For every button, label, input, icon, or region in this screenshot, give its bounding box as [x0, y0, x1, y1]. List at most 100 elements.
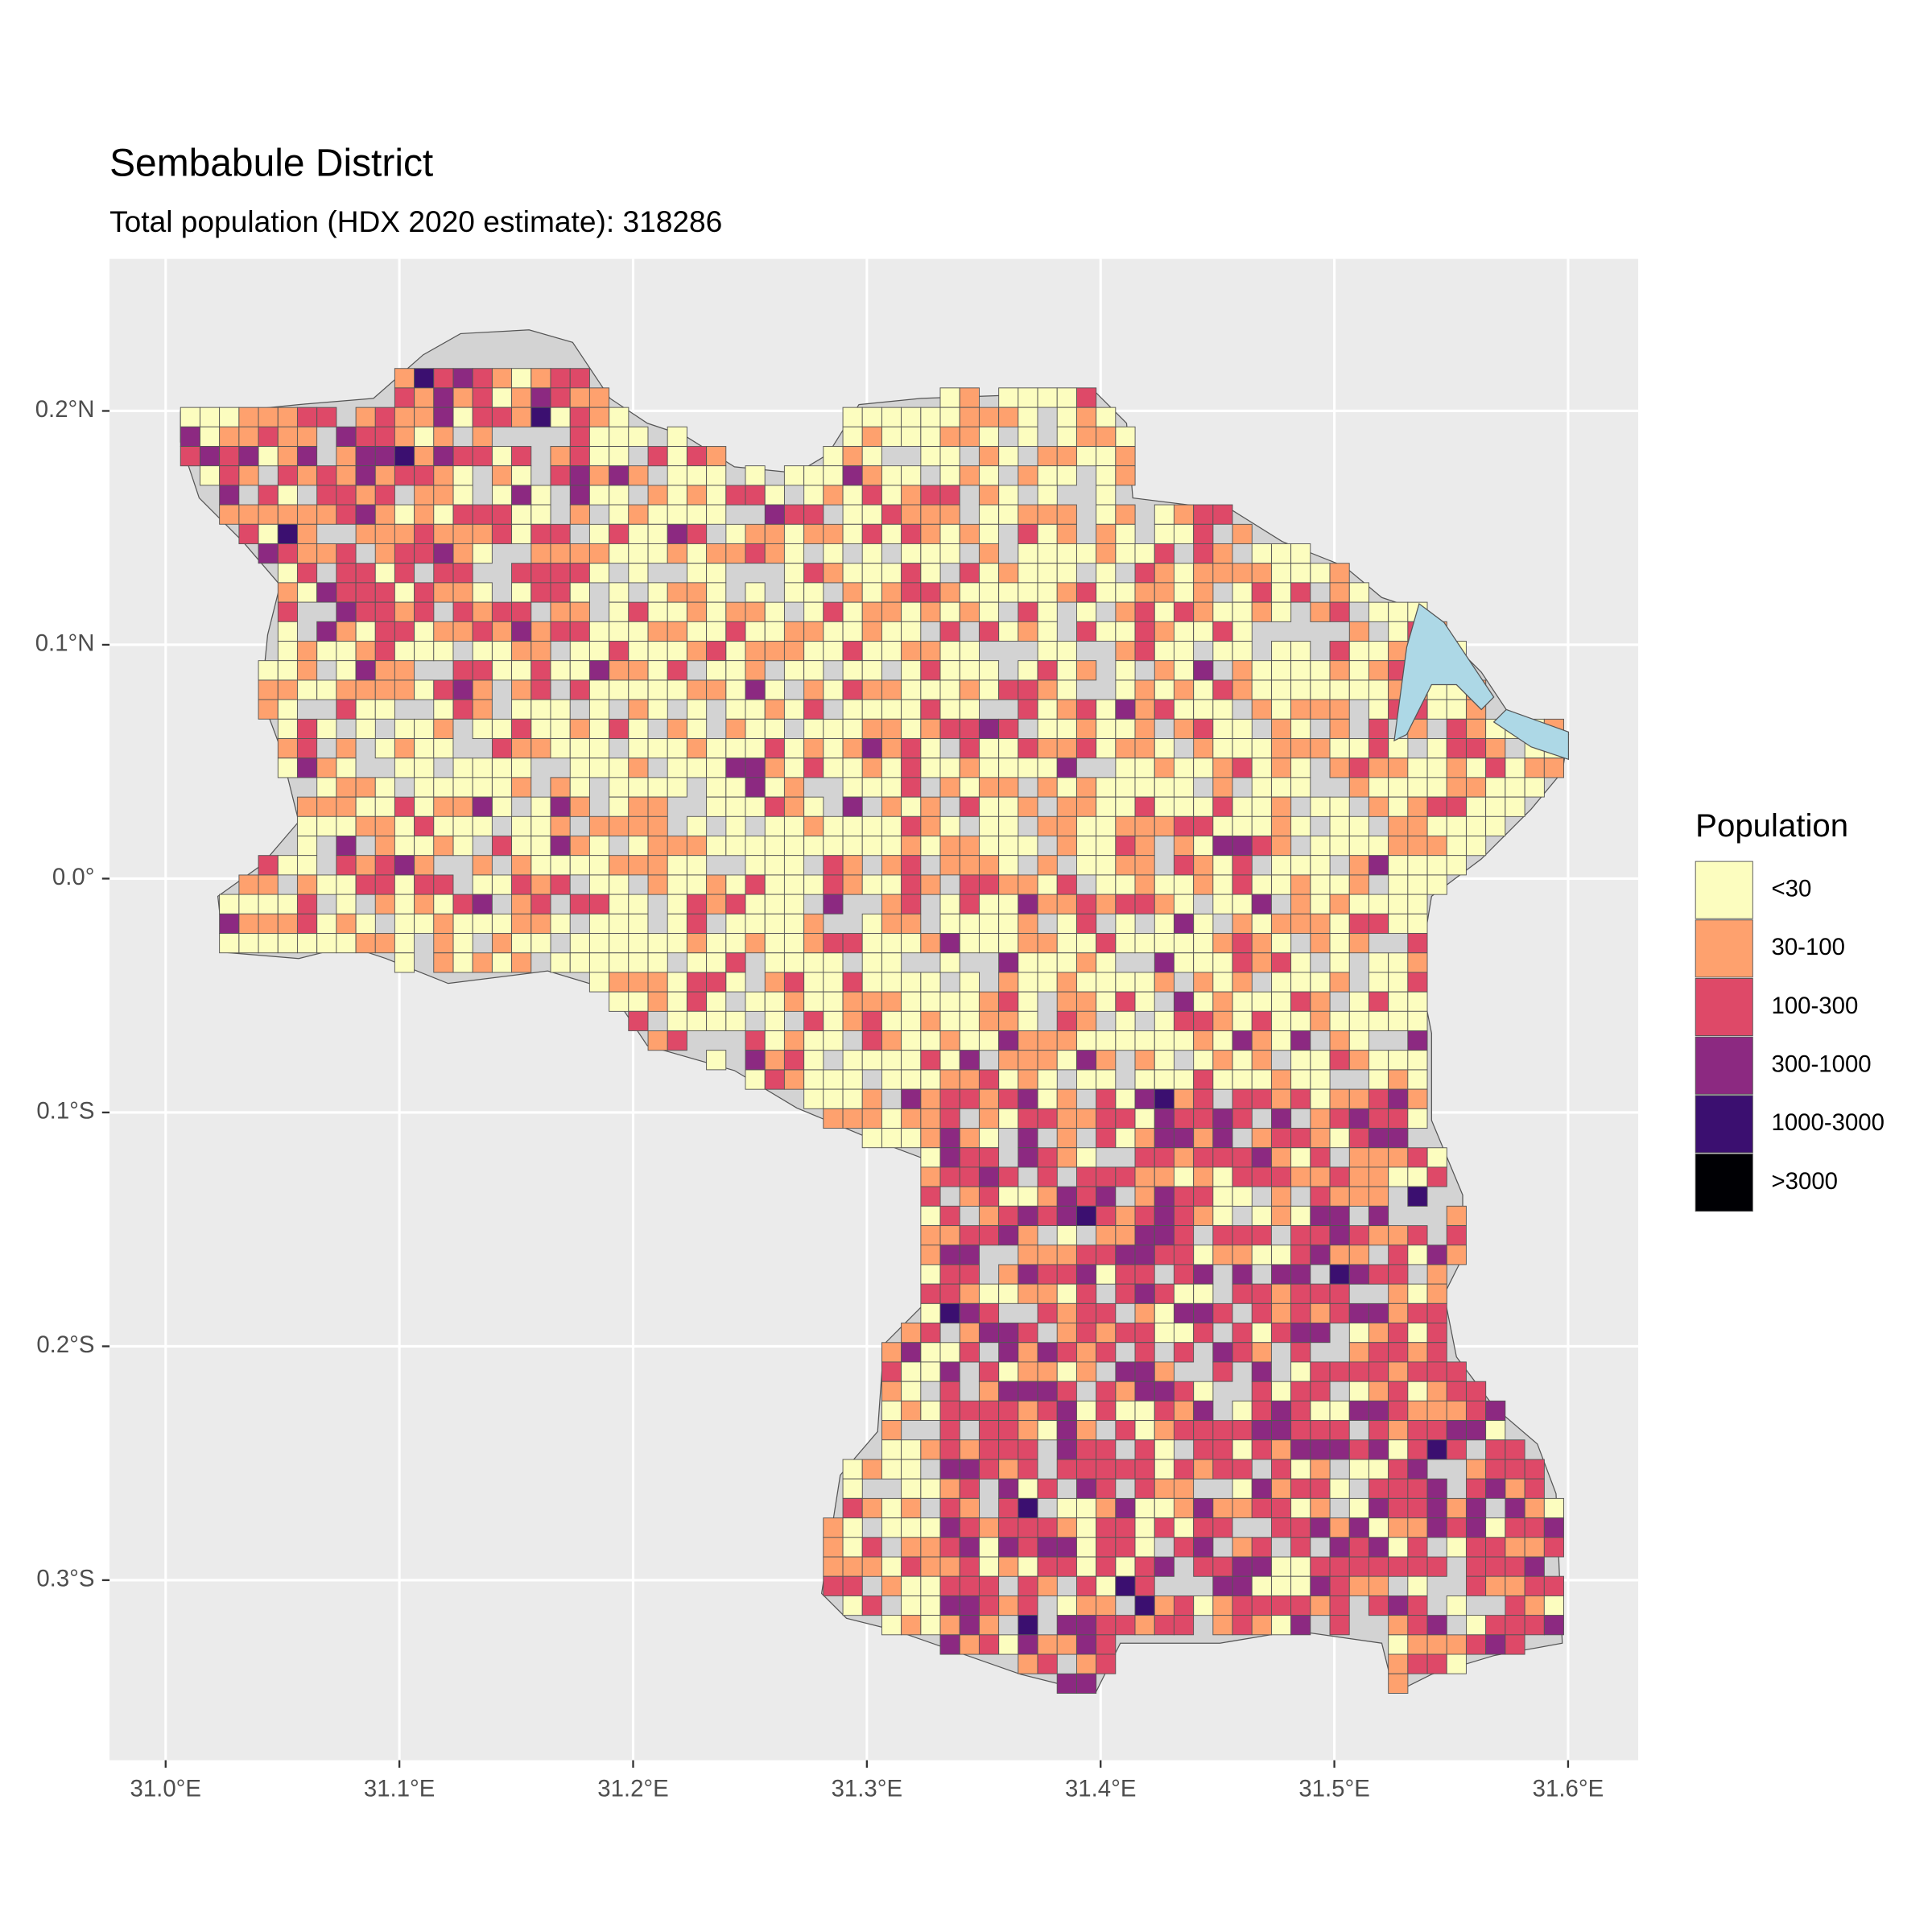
grid-cell	[609, 504, 630, 525]
grid-cell	[1193, 1186, 1214, 1207]
grid-cell	[998, 874, 1019, 895]
grid-cell	[783, 933, 805, 954]
grid-cell	[978, 758, 1000, 778]
grid-cell	[725, 641, 746, 662]
grid-cell	[647, 796, 668, 817]
grid-cell	[803, 991, 824, 1012]
grid-cell	[1407, 874, 1428, 895]
grid-cell	[219, 407, 240, 427]
grid-cell	[336, 504, 357, 525]
grid-cell	[1134, 1050, 1155, 1071]
grid-cell	[1056, 1400, 1077, 1421]
grid-cell	[1426, 1361, 1447, 1382]
grid-cell	[920, 446, 941, 467]
grid-cell	[1037, 1186, 1058, 1207]
grid-cell	[277, 485, 298, 506]
grid-cell	[1154, 1069, 1174, 1090]
grid-cell	[1056, 1264, 1077, 1285]
grid-cell	[491, 933, 513, 954]
grid-cell	[667, 836, 687, 857]
grid-cell	[1368, 1166, 1389, 1187]
grid-cell	[628, 679, 649, 700]
grid-cell	[1212, 621, 1233, 642]
grid-cell	[569, 641, 590, 662]
grid-cell	[1173, 1264, 1195, 1285]
grid-cell	[1056, 1634, 1077, 1655]
grid-cell	[998, 815, 1019, 836]
grid-cell	[550, 815, 571, 836]
grid-cell	[1173, 815, 1195, 836]
grid-cell	[706, 621, 727, 642]
grid-cell	[569, 465, 590, 486]
grid-cell	[1290, 1323, 1311, 1344]
grid-cell	[939, 1497, 960, 1519]
grid-cell	[842, 933, 863, 954]
legend-key	[1695, 1154, 1753, 1212]
grid-cell	[920, 1537, 941, 1558]
grid-cell	[803, 465, 824, 486]
grid-cell	[452, 446, 473, 467]
grid-cell	[1251, 1537, 1272, 1558]
grid-cell	[1485, 1478, 1506, 1499]
grid-cell	[433, 894, 454, 914]
grid-cell	[452, 485, 473, 506]
grid-cell	[433, 426, 454, 447]
grid-cell	[998, 1478, 1019, 1499]
grid-cell	[1134, 933, 1155, 954]
grid-cell	[511, 563, 532, 584]
grid-cell	[959, 718, 980, 740]
grid-cell	[1271, 1128, 1292, 1149]
grid-cell	[569, 894, 590, 914]
grid-cell	[433, 718, 454, 740]
grid-cell	[881, 1439, 902, 1460]
grid-cell	[1115, 1497, 1136, 1519]
grid-cell	[1426, 1147, 1447, 1168]
grid-cell	[686, 855, 708, 876]
grid-cell	[783, 563, 805, 584]
grid-cell	[861, 582, 882, 603]
grid-cell	[1290, 1517, 1311, 1538]
grid-cell	[1232, 1556, 1253, 1577]
grid-cell	[803, 718, 824, 740]
grid-cell	[1485, 777, 1506, 798]
grid-cell	[647, 874, 668, 895]
grid-cell	[901, 738, 922, 759]
grid-cell	[316, 796, 337, 817]
grid-cell	[530, 933, 551, 954]
grid-cell	[764, 485, 785, 506]
grid-cell	[1076, 933, 1097, 954]
grid-cell	[783, 874, 805, 895]
grid-cell	[1446, 836, 1467, 857]
grid-cell	[1251, 933, 1272, 954]
grid-cell	[1368, 1342, 1389, 1363]
grid-cell	[920, 1342, 941, 1363]
grid-cell	[1018, 1050, 1038, 1071]
grid-cell	[511, 913, 532, 935]
grid-cell	[1407, 1381, 1428, 1402]
grid-cell	[920, 407, 941, 427]
grid-cell	[1232, 972, 1253, 993]
grid-cell	[1368, 1478, 1389, 1499]
grid-cell	[1212, 1225, 1233, 1246]
grid-cell	[978, 718, 1000, 740]
grid-cell	[1115, 972, 1136, 993]
grid-cell	[1310, 1556, 1331, 1577]
grid-cell	[1543, 1575, 1564, 1596]
grid-cell	[901, 718, 922, 740]
grid-cell	[1173, 641, 1195, 662]
grid-cell	[1426, 1653, 1447, 1674]
grid-cell	[1096, 796, 1117, 817]
grid-cell	[1426, 1634, 1447, 1655]
grid-cell	[414, 758, 435, 778]
grid-cell	[296, 894, 318, 914]
grid-cell	[998, 1517, 1019, 1538]
grid-cell	[588, 874, 610, 895]
grid-cell	[1251, 1069, 1272, 1090]
grid-cell	[1076, 1302, 1097, 1324]
grid-cell	[998, 836, 1019, 857]
grid-cell	[1426, 1556, 1447, 1577]
grid-cell	[1466, 1517, 1487, 1538]
grid-cell	[1115, 1225, 1136, 1246]
grid-cell	[647, 1030, 668, 1051]
grid-cell	[861, 758, 882, 778]
